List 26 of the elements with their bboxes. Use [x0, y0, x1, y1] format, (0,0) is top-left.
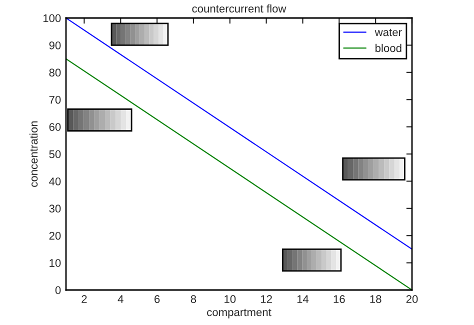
x-tick-label: 4 — [118, 295, 124, 303]
y-tick-label: 20 — [49, 232, 61, 240]
x-tick-label: 18 — [370, 295, 382, 304]
y-axis-title: concentration — [29, 121, 38, 187]
y-tick-label: 30 — [49, 204, 61, 213]
x-tick-label: 2 — [82, 295, 87, 303]
x-tick-label: 10 — [224, 295, 236, 304]
x-tick-label: 8 — [190, 295, 196, 304]
y-tick-label: 50 — [49, 150, 61, 158]
x-tick-label: 14 — [297, 295, 309, 303]
chart-title: countercurrent flow — [192, 4, 286, 13]
x-tick-label: 12 — [260, 295, 272, 303]
y-tick-label: 0 — [55, 286, 61, 294]
y-tick-label: 70 — [49, 96, 61, 104]
y-tick-label: 80 — [49, 68, 61, 77]
x-tick-label: 16 — [334, 295, 345, 304]
y-tick-label: 40 — [49, 177, 61, 186]
y-tick-label: 100 — [43, 14, 61, 22]
legend-label: blood — [376, 44, 402, 52]
x-axis-title: compartment — [207, 308, 272, 318]
legend-label: water — [374, 28, 402, 36]
y-tick-label: 90 — [49, 41, 61, 50]
x-tick-label: 6 — [154, 295, 160, 304]
y-tick-label: 10 — [50, 259, 61, 267]
x-tick-label: 20 — [406, 295, 418, 304]
y-tick-label: 60 — [49, 123, 61, 131]
